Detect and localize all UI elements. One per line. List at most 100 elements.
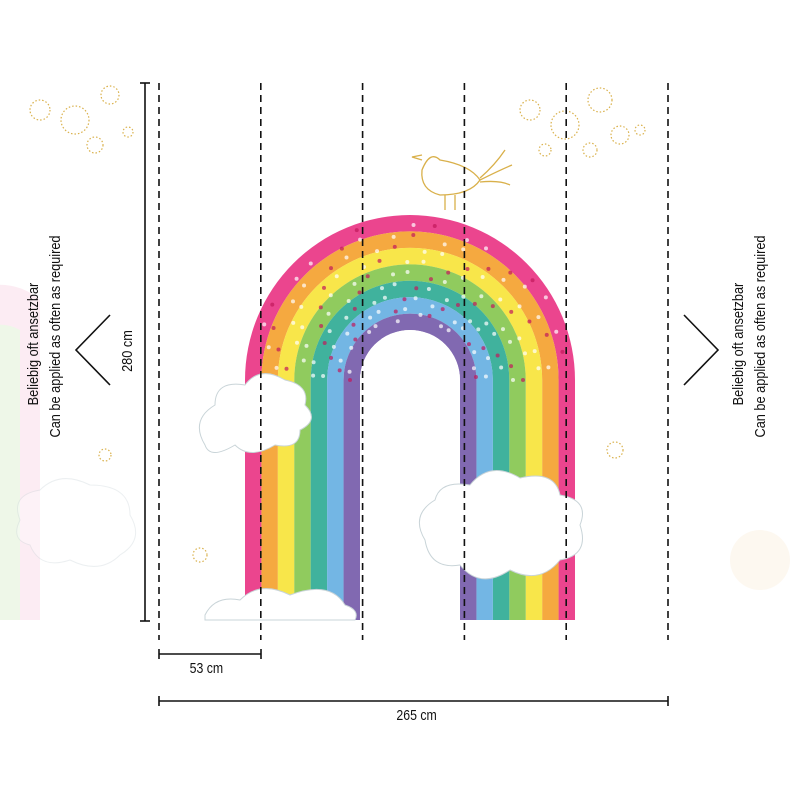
rainbow-pattern-dot <box>485 356 490 361</box>
rainbow-pattern-dot <box>442 242 447 247</box>
rainbow-pattern-dot <box>365 274 370 279</box>
rainbow-pattern-dot <box>351 322 356 327</box>
rainbow-pattern-dot <box>344 255 349 260</box>
rainbow-pattern-dot <box>536 366 541 371</box>
rainbow-pattern-dot <box>544 332 549 337</box>
rainbow-pattern-dot <box>348 378 352 382</box>
rainbow-pattern-dot <box>301 358 306 363</box>
rainbow-pattern-dot <box>299 304 304 309</box>
rainbow-pattern-dot <box>511 378 515 382</box>
rainbow-pattern-dot <box>391 234 396 239</box>
rainbow-pattern-dot <box>337 368 342 373</box>
rainbow-pattern-dot <box>339 246 344 251</box>
rainbow-pattern-dot <box>490 304 495 309</box>
rainbow-pattern-dot <box>522 284 527 289</box>
rainbow-pattern-dot <box>509 364 514 369</box>
rainbow-pattern-dot <box>509 309 514 314</box>
rainbow-pattern-dot <box>328 293 333 298</box>
rainbow-pattern-dot <box>465 267 470 272</box>
rainbow-pattern-dot <box>483 374 488 379</box>
rainbow-pattern-dot <box>321 285 326 290</box>
rainbow-pattern-dot <box>440 307 445 312</box>
rainbow-pattern-dot <box>413 296 418 301</box>
panel-seam-lines <box>158 83 669 640</box>
dimension-lines <box>140 82 669 706</box>
rainbow-pattern-dot <box>290 299 295 304</box>
rainbow-pattern-dot <box>322 340 327 345</box>
rainbow-pattern-dot <box>464 238 469 243</box>
rainbow-pattern-dot <box>357 290 362 295</box>
rainbow-pattern-dot <box>347 369 352 374</box>
repeat-note-left: Beliebig oft ansetzbar Can be applied as… <box>23 235 67 437</box>
rainbow-pattern-dot <box>354 228 359 233</box>
rainbow-pattern-dot <box>294 340 299 345</box>
rainbow-pattern-dot <box>346 299 351 304</box>
rainbow-pattern-dot <box>560 349 565 354</box>
rainbow-pattern-dot <box>311 360 316 365</box>
rainbow-pattern-dot <box>300 325 305 330</box>
rainbow-pattern-dot <box>430 304 435 309</box>
rainbow-pattern-dot <box>308 261 313 266</box>
rainbow-pattern-dot <box>461 247 466 252</box>
rainbow-pattern-dot <box>476 327 481 332</box>
rainbow-pattern-dot <box>358 237 363 242</box>
rainbow-pattern-dot <box>380 286 385 291</box>
rainbow-pattern-dot <box>344 315 349 320</box>
rainbow-pattern-dot <box>427 313 432 318</box>
rainbow-pattern-dot <box>492 331 497 336</box>
rainbow-pattern-dot <box>473 374 478 379</box>
rainbow-pattern-dot <box>517 304 522 309</box>
rainbow-pattern-dot <box>466 342 471 347</box>
rainbow-pattern-dot <box>392 282 397 287</box>
rainbow-pattern-dot <box>414 286 419 291</box>
rainbow-pattern-dot <box>522 351 527 356</box>
rainbow-pattern-dot <box>422 249 427 254</box>
rainbow-pattern-dot <box>486 266 491 271</box>
rainbow-pattern-dot <box>328 266 333 271</box>
rainbow-pattern-dot <box>377 258 382 263</box>
rainbow-pattern-dot <box>294 276 299 281</box>
rainbow-pattern-dot <box>440 252 445 257</box>
panel-width-label: 53 cm <box>189 660 224 677</box>
rainbow-pattern-dot <box>543 295 548 300</box>
rainbow-pattern-dot <box>319 323 324 328</box>
rainbow-pattern-dot <box>455 303 460 308</box>
rainbow-pattern-dot <box>331 344 336 349</box>
rainbow-pattern-dot <box>446 328 451 333</box>
rainbow-pattern-dot <box>345 331 350 336</box>
rainbow-pattern-dot <box>405 270 410 275</box>
repeat-note-german: Beliebig oft ansetzbar <box>730 282 747 406</box>
repeat-note-english: Can be applied as often as required <box>752 235 769 438</box>
rainbow-pattern-dot <box>338 358 343 363</box>
rainbow-pattern-dot <box>391 272 396 277</box>
rainbow-pattern-dot <box>367 330 372 335</box>
rainbow-pattern-dot <box>321 374 326 379</box>
rainbow-pattern-dot <box>546 365 551 370</box>
rainbow-pattern-dot <box>472 301 477 306</box>
rainbow-pattern-dot <box>439 324 443 329</box>
rainbow-pattern-dot <box>274 365 279 370</box>
rainbow-pattern-dot <box>461 294 466 299</box>
rainbow-pattern-dot <box>472 350 477 355</box>
rainbow-pattern-dot <box>318 305 323 310</box>
rainbow-pattern-dot <box>444 298 449 303</box>
rainbow-pattern-dot <box>426 286 431 291</box>
repeat-note-right: Beliebig oft ansetzbar Can be applied as… <box>728 235 772 438</box>
rainbow-pattern-dot <box>302 283 307 288</box>
bird-illustration <box>411 149 513 210</box>
rainbow-pattern-dot <box>403 307 408 312</box>
rainbow-pattern-dot <box>536 315 541 320</box>
rainbow-pattern-dot <box>393 309 398 314</box>
height-label: 280 cm <box>119 330 136 372</box>
repeat-left-chevron-icon <box>74 314 111 386</box>
rainbow-pattern-dot <box>334 274 339 279</box>
rainbow-pattern-dot <box>527 319 532 324</box>
rainbow-pattern-dot <box>471 366 476 371</box>
rainbow-pattern-dot <box>311 373 316 378</box>
rainbow-pattern-dot <box>270 302 275 307</box>
rainbow-pattern-dot <box>468 319 473 324</box>
rainbow-pattern-dot <box>421 259 426 264</box>
rainbow-pattern-dot <box>481 346 486 351</box>
rainbow-pattern-dot <box>376 309 381 314</box>
